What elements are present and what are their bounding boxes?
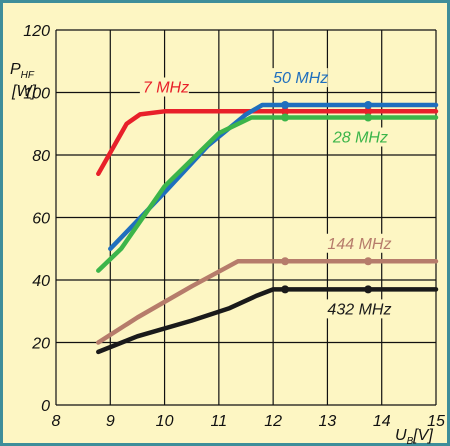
- series-line-4: [96, 287, 439, 355]
- series-marker-2-1: [364, 113, 373, 122]
- x-axis-label: U: [395, 427, 407, 444]
- x-tick-label-1: 9: [106, 413, 115, 430]
- y-tick-label-4: 80: [32, 148, 50, 165]
- series-marker-4-0: [281, 285, 290, 294]
- tick-labels: 0 20 40 60 80 100 120 8 9 10 11 12 13 14 15: [23, 23, 445, 430]
- svg-text:PHF: PHF: [10, 61, 35, 81]
- x-axis-title: UB[V]: [395, 427, 433, 446]
- y-tick-label-5: 100: [23, 86, 50, 103]
- x-tick-label-3: 11: [211, 413, 228, 430]
- series-label-bg-2: [329, 127, 388, 147]
- series-label-4: 432 MHz: [327, 301, 391, 318]
- y-tick-label-1: 20: [31, 336, 50, 353]
- series-label-3: 144 MHz: [327, 236, 391, 253]
- series-marker-3-0: [281, 257, 290, 266]
- series-marker-3-1: [364, 257, 373, 266]
- series-marker-1-0: [281, 101, 290, 109]
- svg-text:UB[V]: UB[V]: [395, 427, 433, 446]
- y-tick-label-0: 0: [41, 398, 50, 415]
- y-tick-label-6: 120: [23, 23, 50, 40]
- series-lines: [96, 101, 439, 355]
- x-tick-label-0: 8: [52, 413, 61, 430]
- series-label-bg-0: [139, 77, 189, 97]
- series-marker-1-1: [364, 101, 373, 109]
- x-tick-label-2: 10: [156, 413, 174, 430]
- y-axis-unit: [W]: [11, 83, 37, 100]
- series-label-bg-4: [324, 299, 391, 319]
- y-tick-label-2: 40: [32, 273, 50, 290]
- series-marker-0-0: [281, 107, 290, 116]
- series-marker-4-1: [364, 285, 373, 294]
- x-axis-unit: [V]: [412, 427, 433, 444]
- y-axis-title: PHF [W]: [10, 61, 37, 100]
- y-axis-label: P: [10, 61, 21, 78]
- y-axis-label-subscript: HF: [21, 70, 35, 81]
- series-label-2: 28 MHz: [332, 130, 388, 147]
- series-marker-0-1: [364, 107, 373, 116]
- y-tick-label-3: 60: [32, 211, 50, 228]
- series-label-bg-1: [270, 68, 328, 88]
- x-tick-label-5: 13: [319, 413, 337, 430]
- series-label-bg-3: [324, 233, 391, 253]
- series-marker-2-0: [281, 113, 290, 122]
- series-line-3: [96, 259, 439, 345]
- series-labels: 7 MHz 50 MHz 28 MHz 144 MHz 432 MHz: [139, 68, 391, 319]
- x-tick-label-6: 14: [373, 413, 391, 430]
- x-axis-label-subscript: B: [407, 436, 414, 446]
- x-tick-label-7: 15: [427, 413, 445, 430]
- series-label-0: 7 MHz: [143, 80, 189, 97]
- series-label-1: 50 MHz: [273, 70, 328, 87]
- x-tick-label-4: 12: [264, 413, 282, 430]
